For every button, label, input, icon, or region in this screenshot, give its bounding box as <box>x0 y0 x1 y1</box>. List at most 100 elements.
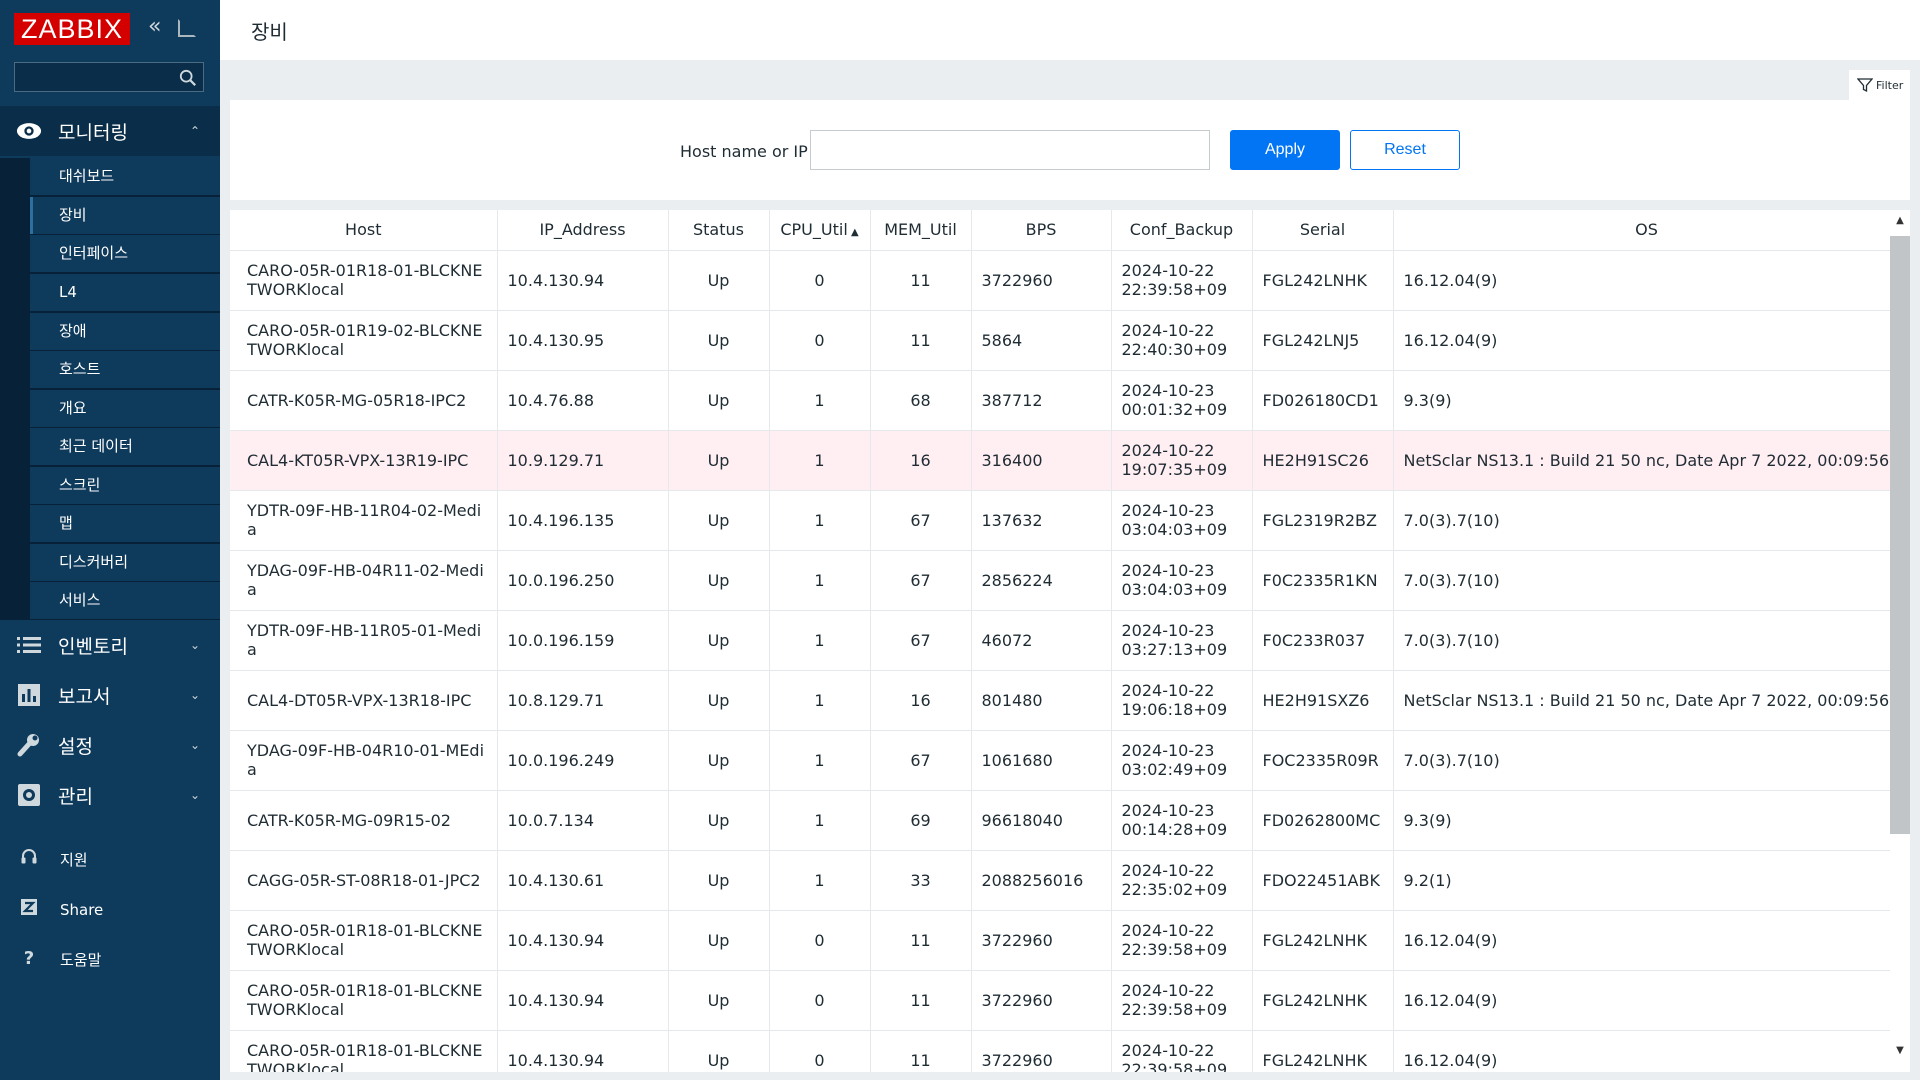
backup-time: 03:04:03+09 <box>1121 580 1228 599</box>
backup-date: 2024-10-23 <box>1121 501 1215 520</box>
table-cell-bps: 5864 <box>971 310 1112 371</box>
sidebar: ZABBIX « 모니터링 ⌃ 대쉬보드 장비 인터페이스 L4 장애 호스트 … <box>0 0 220 1080</box>
menu-admin[interactable]: 관리 ⌄ <box>0 770 220 820</box>
column-header-bps[interactable]: BPS <box>971 210 1112 251</box>
submenu-item-latest-data[interactable]: 최근 데이터 <box>30 428 220 465</box>
submenu-item-hosts[interactable]: 호스트 <box>30 351 220 388</box>
table-row[interactable]: YDAG-09F-HB-04R11-02-Media 10.0.196.250 Up… <box>230 550 1901 611</box>
table-row[interactable]: CARO-05R-01R18-01-BLCKNETWORKlocal 10.4.1… <box>230 1030 1901 1072</box>
table-row[interactable]: YDAG-09F-HB-04R10-01-MEdia 10.0.196.249 Up… <box>230 730 1901 791</box>
backup-date: 2024-10-22 <box>1121 261 1215 280</box>
sidebar-search-input[interactable] <box>15 63 175 91</box>
table-cell-serial: FGL242LNJ5 <box>1252 310 1394 371</box>
scroll-down-icon[interactable]: ▼ <box>1896 1045 1904 1056</box>
sidebar-search <box>14 62 204 92</box>
table-cell-os: 7.0(3).7(10) <box>1393 610 1901 671</box>
table-row[interactable]: CARO-05R-01R18-01-BLCKNETWORKlocal 10.4.1… <box>230 970 1901 1031</box>
table-scrollbar[interactable]: ▲ ▼ <box>1890 210 1910 1072</box>
table-header-row: Host IP_Address Status CPU_Util ▲ MEM_Ut… <box>230 210 1901 251</box>
table-cell-bps: 137632 <box>971 490 1112 551</box>
table-row[interactable]: CATR-K05R-MG-05R18-IPC2 10.4.76.88 Up 1 68 38… <box>230 370 1901 431</box>
table-row[interactable]: CARO-05R-01R18-01-BLCKNETWORKlocal 10.4.1… <box>230 910 1901 971</box>
table-cell-ip: 10.0.196.159 <box>497 610 669 671</box>
collapse-sidebar-icon[interactable]: « <box>148 14 162 39</box>
table-cell-serial: FOC2335R09R <box>1252 730 1394 791</box>
table-cell-bps: 801480 <box>971 670 1112 731</box>
scroll-thumb[interactable] <box>1890 236 1910 834</box>
table-row[interactable]: YDTR-09F-HB-11R04-02-Media 10.4.196.135 Up… <box>230 490 1901 551</box>
devices-table: Host IP_Address Status CPU_Util ▲ MEM_Ut… <box>230 210 1901 1072</box>
column-header-os[interactable]: OS <box>1393 210 1901 251</box>
table-cell-ip: 10.4.130.94 <box>497 250 669 311</box>
column-header-host[interactable]: Host <box>230 210 498 251</box>
host-filter-input[interactable] <box>810 130 1210 170</box>
table-cell-bps: 387712 <box>971 370 1112 431</box>
column-header-mem[interactable]: MEM_Util <box>870 210 972 251</box>
kiosk-mode-icon[interactable] <box>178 19 196 37</box>
table-row[interactable]: CARO-05R-01R19-02-BLCKNETWORKlocal 10.4.1… <box>230 310 1901 371</box>
table-cell-mem: 11 <box>870 250 972 311</box>
table-cell-host: CATR-K05R-MG-05R18-IPC2 <box>230 370 498 431</box>
backup-time: 03:02:49+09 <box>1121 760 1228 779</box>
table-body: CARO-05R-01R18-01-BLCKNETWORKlocal 10.4.1… <box>230 250 1901 1072</box>
submenu-item-screens[interactable]: 스크린 <box>30 467 220 504</box>
table-cell-os: 7.0(3).7(10) <box>1393 490 1901 551</box>
reset-button[interactable]: Reset <box>1350 130 1460 170</box>
table-cell-conf-backup: 2024-10-23 03:02:49+09 <box>1111 730 1253 791</box>
table-cell-status: Up <box>668 310 770 371</box>
submenu-item-interfaces[interactable]: 인터페이스 <box>30 235 220 272</box>
menu-inventory[interactable]: 인벤토리 ⌄ <box>0 620 220 670</box>
menu-settings[interactable]: 설정 ⌄ <box>0 720 220 770</box>
table-row[interactable]: YDTR-09F-HB-11R05-01-Media 10.0.196.159 Up… <box>230 610 1901 671</box>
table-row[interactable]: CAL4-DT05R-VPX-13R18-IPC 10.8.129.71 Up 1 16… <box>230 670 1901 731</box>
submenu-item-maps[interactable]: 맵 <box>30 505 220 542</box>
table-cell-host: YDTR-09F-HB-11R04-02-Media <box>230 490 498 551</box>
menu-help[interactable]: ? 도움말 <box>0 939 220 979</box>
column-header-serial[interactable]: Serial <box>1252 210 1394 251</box>
table-cell-ip: 10.4.130.61 <box>497 850 669 911</box>
table-cell-bps: 1061680 <box>971 730 1112 791</box>
backup-date: 2024-10-23 <box>1121 621 1215 640</box>
submenu-item-dashboard[interactable]: 대쉬보드 <box>30 158 220 195</box>
backup-time: 19:06:18+09 <box>1121 700 1228 719</box>
submenu-item-services[interactable]: 서비스 <box>30 582 220 619</box>
column-header-conf-backup[interactable]: Conf_Backup <box>1111 210 1253 251</box>
submenu-item-discovery[interactable]: 디스커버리 <box>30 544 220 581</box>
filter-tab[interactable]: Filter <box>1849 70 1910 100</box>
backup-date: 2024-10-23 <box>1121 741 1215 760</box>
table-cell-serial: FGL2319R2BZ <box>1252 490 1394 551</box>
table-row[interactable]: CAL4-KT05R-VPX-13R19-IPC 10.9.129.71 Up 1 16… <box>230 430 1901 491</box>
menu-share-label: Share <box>60 901 104 919</box>
table-cell-host: YDAG-09F-HB-04R10-01-MEdia <box>230 730 498 791</box>
search-icon[interactable] <box>179 69 197 87</box>
table-cell-cpu: 0 <box>769 910 871 971</box>
zabbix-logo[interactable]: ZABBIX <box>14 13 130 45</box>
menu-help-label: 도움말 <box>60 950 102 969</box>
apply-button[interactable]: Apply <box>1230 130 1340 170</box>
submenu-item-devices[interactable]: 장비 <box>30 197 220 234</box>
table-cell-conf-backup: 2024-10-22 22:35:02+09 <box>1111 850 1253 911</box>
submenu-item-l4[interactable]: L4 <box>30 274 220 311</box>
table-cell-serial: FD0262800MC <box>1252 790 1394 851</box>
page-title: 장비 <box>251 20 288 44</box>
table-cell-ip: 10.4.196.135 <box>497 490 669 551</box>
table-cell-status: Up <box>668 250 770 311</box>
scroll-up-icon[interactable]: ▲ <box>1896 215 1904 226</box>
column-header-cpu[interactable]: CPU_Util ▲ <box>769 210 871 251</box>
table-cell-serial: F0C233R037 <box>1252 610 1394 671</box>
table-row[interactable]: CAGG-05R-ST-08R18-01-JPC2 10.4.130.61 Up 1 3… <box>230 850 1901 911</box>
table-cell-serial: FD026180CD1 <box>1252 370 1394 431</box>
menu-reports[interactable]: 보고서 ⌄ <box>0 670 220 720</box>
menu-share[interactable]: Share <box>0 890 220 930</box>
table-row[interactable]: CATR-K05R-MG-09R15-02 10.0.7.134 Up 1 69 9661… <box>230 790 1901 851</box>
table-cell-host: CARO-05R-01R18-01-BLCKNETWORKlocal <box>230 970 498 1031</box>
column-header-ip[interactable]: IP_Address <box>497 210 669 251</box>
column-header-status[interactable]: Status <box>668 210 770 251</box>
backup-date: 2024-10-22 <box>1121 1041 1215 1060</box>
table-cell-conf-backup: 2024-10-23 03:27:13+09 <box>1111 610 1253 671</box>
menu-monitoring[interactable]: 모니터링 ⌃ <box>0 106 220 156</box>
submenu-item-overview[interactable]: 개요 <box>30 390 220 427</box>
table-row[interactable]: CARO-05R-01R18-01-BLCKNETWORKlocal 10.4.1… <box>230 250 1901 311</box>
submenu-item-problems[interactable]: 장애 <box>30 313 220 350</box>
menu-support[interactable]: 지원 <box>0 839 220 879</box>
